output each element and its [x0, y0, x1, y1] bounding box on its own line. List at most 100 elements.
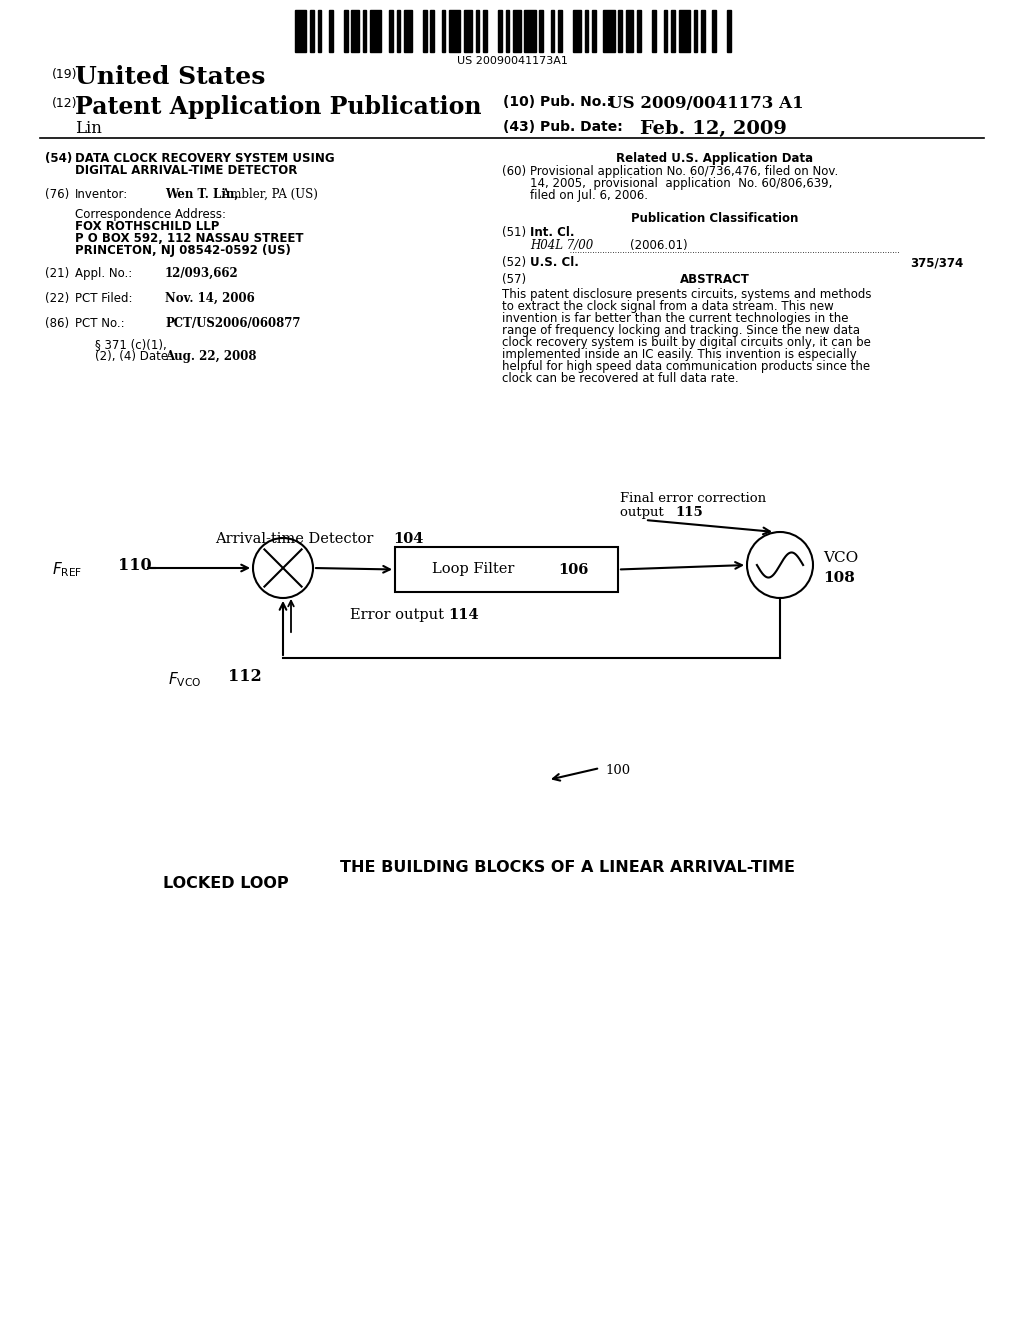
Text: Final error correction: Final error correction: [620, 492, 766, 506]
Text: clock recovery system is built by digital circuits only, it can be: clock recovery system is built by digita…: [502, 337, 870, 348]
Bar: [664, 11, 668, 51]
Text: Inventor:: Inventor:: [75, 187, 128, 201]
Text: (2006.01): (2006.01): [630, 239, 688, 252]
Text: 106: 106: [558, 562, 589, 577]
Text: (22): (22): [45, 292, 70, 305]
Bar: [506, 11, 509, 51]
Text: helpful for high speed data communication products since the: helpful for high speed data communicatio…: [502, 360, 870, 374]
Text: invention is far better than the current technologies in the: invention is far better than the current…: [502, 312, 849, 325]
Text: (60): (60): [502, 165, 526, 178]
Text: Int. Cl.: Int. Cl.: [530, 226, 574, 239]
Bar: [540, 11, 543, 51]
Text: LOCKED LOOP: LOCKED LOOP: [163, 876, 289, 891]
Text: PCT No.:: PCT No.:: [75, 317, 125, 330]
Text: 114: 114: [449, 609, 478, 622]
Text: (76): (76): [45, 187, 70, 201]
Text: DATA CLOCK RECOVERY SYSTEM USING: DATA CLOCK RECOVERY SYSTEM USING: [75, 152, 335, 165]
Text: PCT/US2006/060877: PCT/US2006/060877: [165, 317, 300, 330]
Bar: [430, 11, 434, 51]
Text: (43) Pub. Date:: (43) Pub. Date:: [503, 120, 623, 135]
Text: 108: 108: [823, 572, 855, 585]
Bar: [551, 11, 554, 51]
Text: 112: 112: [228, 668, 262, 685]
Text: Patent Application Publication: Patent Application Publication: [75, 95, 481, 119]
Text: 12/093,662: 12/093,662: [165, 267, 239, 280]
Text: US 20090041173A1: US 20090041173A1: [457, 55, 567, 66]
Text: implemented inside an IC easily. This invention is especially: implemented inside an IC easily. This in…: [502, 348, 857, 360]
Text: clock can be recovered at full data rate.: clock can be recovered at full data rate…: [502, 372, 738, 385]
Bar: [396, 11, 400, 51]
Bar: [404, 11, 412, 51]
Text: (12): (12): [52, 96, 78, 110]
Bar: [618, 11, 623, 51]
Text: Publication Classification: Publication Classification: [632, 213, 799, 224]
Text: Wen T. Lin,: Wen T. Lin,: [165, 187, 239, 201]
Bar: [351, 11, 359, 51]
Bar: [450, 11, 461, 51]
Text: § 371 (c)(1),: § 371 (c)(1),: [95, 338, 167, 351]
Text: Error output: Error output: [350, 609, 449, 622]
Text: 14, 2005,  provisional  application  No. 60/806,639,: 14, 2005, provisional application No. 60…: [530, 177, 833, 190]
Text: ABSTRACT: ABSTRACT: [680, 273, 750, 286]
Text: PRINCETON, NJ 08542-0592 (US): PRINCETON, NJ 08542-0592 (US): [75, 244, 291, 257]
Text: Lin: Lin: [75, 120, 101, 137]
Text: (54): (54): [45, 152, 73, 165]
Bar: [603, 11, 614, 51]
Bar: [693, 11, 697, 51]
Text: Provisional application No. 60/736,476, filed on Nov.: Provisional application No. 60/736,476, …: [530, 165, 839, 178]
Text: United States: United States: [75, 65, 265, 88]
Text: (57): (57): [502, 273, 526, 286]
Text: 110: 110: [118, 557, 152, 574]
Bar: [441, 11, 445, 51]
Bar: [671, 11, 675, 51]
Text: PCT Filed:: PCT Filed:: [75, 292, 132, 305]
Text: filed on Jul. 6, 2006.: filed on Jul. 6, 2006.: [530, 189, 648, 202]
Bar: [362, 11, 367, 51]
Bar: [310, 11, 313, 51]
Bar: [713, 11, 716, 51]
Text: Arrival-time Detector: Arrival-time Detector: [215, 532, 383, 546]
Text: Aug. 22, 2008: Aug. 22, 2008: [165, 350, 256, 363]
Bar: [483, 11, 486, 51]
Bar: [701, 11, 705, 51]
Bar: [344, 11, 348, 51]
Text: range of frequency locking and tracking. Since the new data: range of frequency locking and tracking.…: [502, 323, 860, 337]
Bar: [464, 11, 472, 51]
Bar: [558, 11, 562, 51]
Text: Ambler, PA (US): Ambler, PA (US): [218, 187, 317, 201]
Text: Loop Filter: Loop Filter: [431, 562, 527, 577]
Text: FOX ROTHSCHILD LLP: FOX ROTHSCHILD LLP: [75, 220, 219, 234]
Bar: [592, 11, 596, 51]
Bar: [498, 11, 502, 51]
Text: (51): (51): [502, 226, 526, 239]
Bar: [626, 11, 634, 51]
Bar: [475, 11, 479, 51]
Text: Related U.S. Application Data: Related U.S. Application Data: [616, 152, 813, 165]
Text: Nov. 14, 2006: Nov. 14, 2006: [165, 292, 255, 305]
Text: (52): (52): [502, 256, 526, 269]
Text: P O BOX 592, 112 NASSAU STREET: P O BOX 592, 112 NASSAU STREET: [75, 232, 303, 246]
Bar: [329, 11, 333, 51]
Text: U.S. Cl.: U.S. Cl.: [530, 256, 579, 269]
Bar: [395, 546, 618, 591]
Text: Correspondence Address:: Correspondence Address:: [75, 209, 226, 220]
Text: (21): (21): [45, 267, 70, 280]
Text: $\mathit{F}_{\mathrm{VCO}}$: $\mathit{F}_{\mathrm{VCO}}$: [168, 671, 202, 689]
Text: DIGITAL ARRIVAL-TIME DETECTOR: DIGITAL ARRIVAL-TIME DETECTOR: [75, 164, 297, 177]
Bar: [317, 11, 322, 51]
Text: $\mathit{F}_{\mathrm{REF}}$: $\mathit{F}_{\mathrm{REF}}$: [52, 560, 82, 578]
Bar: [727, 11, 731, 51]
Text: VCO: VCO: [823, 550, 858, 565]
Bar: [585, 11, 589, 51]
Text: (86): (86): [45, 317, 70, 330]
Text: to extract the clock signal from a data stream. This new: to extract the clock signal from a data …: [502, 300, 834, 313]
Text: (2), (4) Date:: (2), (4) Date:: [95, 350, 172, 363]
Text: Feb. 12, 2009: Feb. 12, 2009: [640, 120, 786, 139]
Text: 375/374: 375/374: [910, 256, 964, 269]
Text: H04L 7/00: H04L 7/00: [530, 239, 593, 252]
Text: Appl. No.:: Appl. No.:: [75, 267, 132, 280]
Text: (10) Pub. No.:: (10) Pub. No.:: [503, 95, 612, 110]
Bar: [423, 11, 427, 51]
Bar: [573, 11, 581, 51]
Bar: [295, 11, 306, 51]
